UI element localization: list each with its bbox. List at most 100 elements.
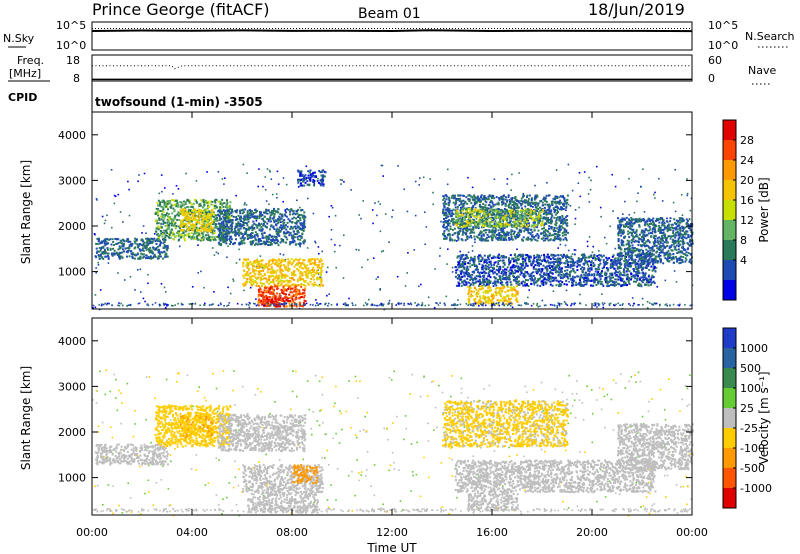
power-point	[673, 270, 676, 272]
power-point	[335, 266, 337, 269]
power-point	[272, 219, 275, 222]
power-point	[263, 232, 266, 234]
nsky-label: N.Sky	[3, 32, 35, 45]
power-point	[251, 215, 254, 218]
power-point	[163, 202, 166, 205]
power-point	[459, 224, 461, 227]
power-point	[525, 213, 528, 216]
power-point	[114, 237, 117, 240]
power-point	[141, 247, 144, 250]
power-point	[457, 299, 459, 301]
power-point	[133, 247, 136, 250]
power-point	[285, 241, 287, 244]
power-point	[323, 175, 326, 178]
power-point	[145, 248, 148, 251]
power-point	[273, 213, 276, 216]
power-point	[191, 213, 194, 216]
power-point	[255, 298, 257, 300]
power-point	[550, 209, 553, 212]
power-point	[302, 259, 305, 262]
power-point	[121, 256, 124, 259]
power-point	[237, 228, 240, 231]
power-point	[297, 220, 300, 223]
power-point	[317, 263, 320, 266]
power-point	[339, 179, 342, 181]
power-point	[558, 226, 561, 228]
power-point	[143, 245, 146, 248]
power-point	[523, 210, 526, 213]
power-point	[521, 207, 523, 210]
power-point	[564, 216, 567, 219]
power-point	[305, 272, 308, 275]
power-point	[191, 210, 194, 212]
power-point	[523, 199, 526, 202]
power-point	[147, 256, 150, 259]
power-point	[274, 296, 277, 299]
power-point	[452, 222, 455, 225]
power-point	[372, 257, 375, 259]
power-point	[173, 210, 176, 213]
power-point	[274, 305, 277, 308]
power-point	[206, 171, 208, 173]
power-point	[307, 170, 310, 173]
power-point	[509, 218, 511, 221]
power-point	[261, 236, 264, 239]
power-point	[625, 270, 628, 273]
power-point	[547, 205, 550, 208]
power-point	[456, 218, 459, 221]
power-point	[151, 251, 154, 254]
power-point	[265, 200, 268, 202]
power-point	[527, 231, 530, 234]
power-point	[261, 242, 264, 245]
power-point	[156, 222, 159, 225]
power-point	[284, 214, 287, 217]
power-point	[320, 277, 323, 280]
power-point	[298, 226, 301, 229]
power-point	[238, 234, 241, 237]
power-point	[511, 173, 513, 176]
power-point	[159, 215, 162, 218]
power-point	[542, 208, 544, 211]
power-point	[265, 263, 268, 266]
power-point	[488, 207, 491, 210]
power-point	[271, 261, 274, 264]
power-point	[102, 245, 105, 248]
power-point	[275, 261, 277, 264]
power-point	[170, 218, 173, 221]
power-point	[537, 234, 540, 237]
power-point	[135, 239, 138, 242]
power-point	[513, 235, 516, 238]
power-point	[214, 224, 217, 227]
power-point	[466, 226, 469, 229]
power-point	[443, 226, 445, 229]
power-point	[267, 291, 270, 294]
power-point	[175, 225, 178, 228]
power-point	[511, 207, 514, 210]
power-point	[123, 279, 126, 281]
power-point	[138, 243, 141, 245]
power-point	[406, 272, 408, 274]
power-point	[217, 210, 220, 212]
power-point	[456, 235, 459, 238]
power-point	[271, 258, 274, 261]
power-point	[282, 269, 285, 272]
power-point	[306, 273, 309, 276]
power-point	[490, 209, 493, 211]
power-point	[215, 214, 217, 217]
power-point	[518, 228, 521, 231]
power-point	[559, 195, 562, 198]
power-point	[294, 225, 297, 228]
power-point	[298, 297, 301, 300]
power-point	[235, 225, 238, 228]
power-point	[282, 177, 285, 179]
power-point	[522, 236, 525, 239]
power-point	[193, 236, 196, 239]
power-point	[258, 217, 261, 220]
power-point	[552, 233, 555, 236]
power-point	[622, 254, 625, 257]
power-point	[316, 258, 319, 260]
power-point	[483, 274, 486, 277]
power-point	[176, 201, 179, 204]
power-point	[256, 234, 259, 236]
power-point	[157, 228, 160, 231]
